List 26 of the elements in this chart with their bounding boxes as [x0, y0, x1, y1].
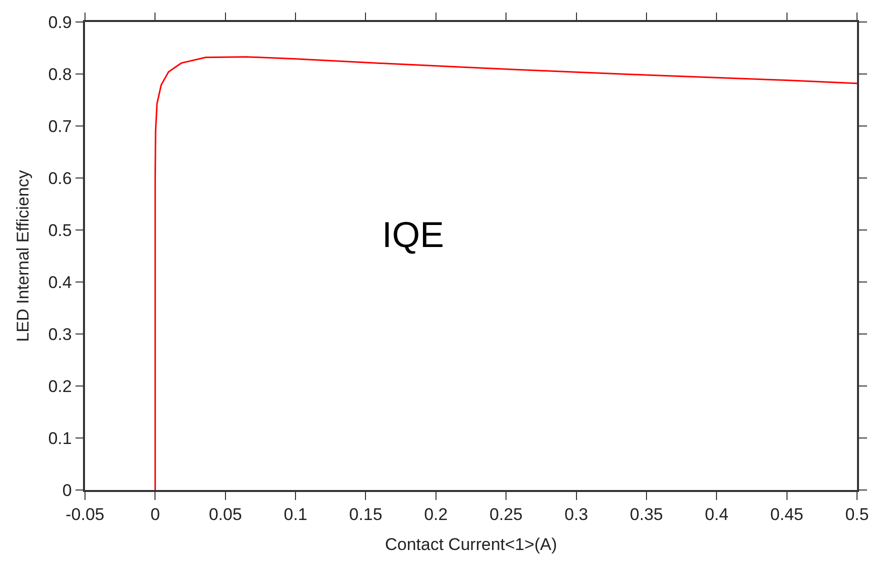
- y-tick-label: 0.4: [48, 272, 72, 292]
- x-tick-label: -0.05: [66, 505, 104, 524]
- x-tick-label: 0.2: [424, 505, 448, 524]
- y-tick-label: 0.3: [48, 324, 72, 344]
- x-tick-label: 0.45: [770, 505, 804, 524]
- x-tick-label: 0.05: [208, 505, 242, 524]
- y-tick-label: 0.1: [48, 428, 72, 448]
- x-tick-label: 0.25: [490, 505, 523, 524]
- line-series: [154, 56, 857, 490]
- x-tick-label: 0.1: [284, 505, 308, 524]
- x-axis-title: Contact Current<1>(A): [385, 535, 557, 554]
- x-tick-label: 0.4: [704, 505, 728, 524]
- y-tick-label: 0.6: [48, 168, 72, 188]
- y-axis-title: LED Internal Efficiency: [13, 170, 32, 342]
- y-tick-label: 0.8: [48, 64, 72, 84]
- x-tick-label: 0.3: [564, 505, 588, 524]
- x-tick-label: 0.5: [845, 505, 869, 524]
- y-tick-label: 0.2: [48, 376, 72, 396]
- x-tick-label: 0: [150, 505, 160, 524]
- annotation: IQE: [382, 214, 444, 255]
- y-tick-label: 0.5: [48, 220, 72, 240]
- y-tick-label: 0.7: [48, 116, 72, 136]
- y-tick-label: 0: [62, 480, 72, 500]
- x-tick-label: 0.35: [630, 505, 663, 524]
- x-tick-label: 0.15: [349, 505, 382, 524]
- y-tick-label: 0.9: [48, 12, 72, 32]
